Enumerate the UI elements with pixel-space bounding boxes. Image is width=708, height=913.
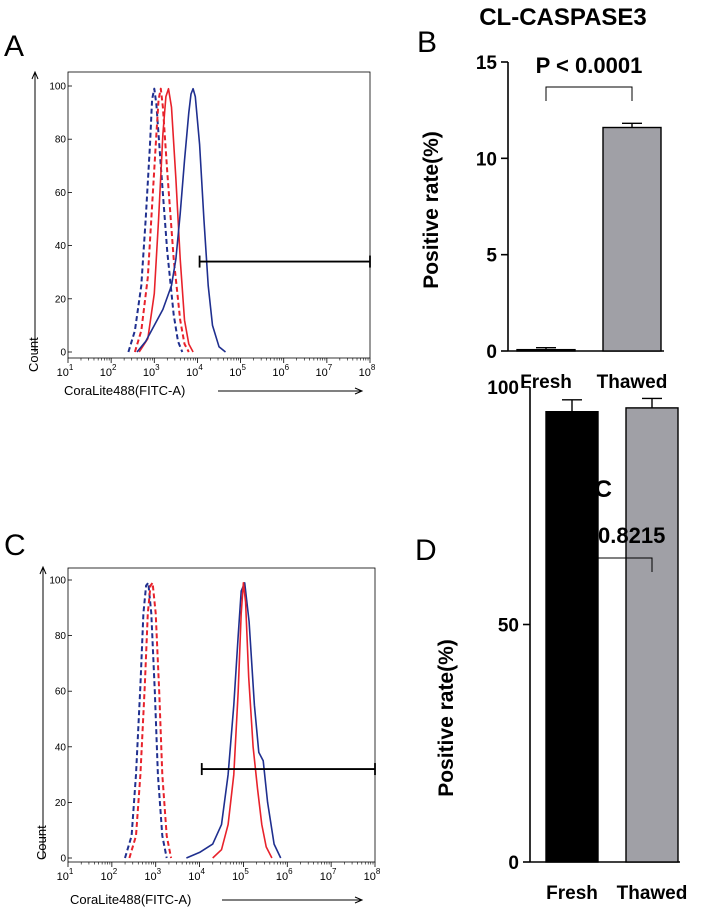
x-tick-label: 102 [100,363,117,379]
y-tick-label: 10 [476,149,497,170]
category-label: Thawed [597,372,668,393]
panel-letter-a: A [4,30,24,63]
significance-bracket [571,557,653,572]
bar-fresh [545,411,599,863]
dashed-blue-histogram [127,87,184,353]
x-tick-label: 101 [57,867,74,883]
y-axis-label: Positive rate(%) [435,639,458,797]
x-tick-label: 103 [143,363,160,379]
dashed-blue-histogram [124,581,168,859]
x-tick-label: 107 [316,363,333,379]
y-tick-label: 100 [487,378,519,399]
y-tick-label: 0 [60,348,66,359]
flow-histogram-a: Count 0 20 40 60 80 100 101 102 103 104 105 106 107 10… [26,70,376,398]
solid-red-histogram [138,87,194,353]
bar-fresh [516,348,576,352]
bar-chart-b: CL-CASPASE3 0 5 10 15 Positive rate(%) Fresh Th… [420,4,667,393]
x-tick-label: 106 [272,363,289,379]
x-tick-label: 103 [144,867,161,883]
chart-title: CL-CASPASE3 [479,4,647,31]
x-tick-label: 104 [188,867,205,883]
category-label: Fresh [546,883,598,904]
flow-histogram-c: Count 0 20 40 60 80 100 101 102 103 104 105 106 107 10… [34,565,381,907]
x-tick-label: 108 [364,867,381,883]
y-tick-label: 80 [55,631,67,642]
y-tick-label: 100 [49,82,66,93]
y-tick-label: 5 [486,246,497,267]
y-tick-label: 0 [486,342,497,363]
p-value-annotation: P = 0.8215 [559,523,666,548]
category-label: Fresh [520,372,572,393]
dashed-red-histogram [133,87,190,353]
y-axis-label: Count [26,337,41,372]
y-tick-label: 20 [55,294,67,305]
y-tick-label: 80 [55,135,67,146]
y-axis-arrowhead [39,565,47,575]
y-tick-label: 40 [55,742,67,753]
y-tick-label: 50 [498,616,519,637]
category-label: Thawed [617,883,688,904]
p-value-annotation: P < 0.0001 [536,53,643,78]
solid-blue-histogram [136,87,227,353]
x-tick-label: 104 [186,363,203,379]
y-tick-label: 100 [49,576,66,587]
x-axis-arrowhead [354,387,364,395]
bar-thawed [602,126,662,352]
plot-frame [67,71,371,359]
panel-letter-d: D [415,534,437,567]
x-axis-arrowhead [354,896,364,904]
y-axis-label: Positive rate(%) [420,131,443,289]
y-axis-label: Count [34,825,49,860]
x-tick-label: 106 [276,867,293,883]
bar-thawed [625,407,679,863]
x-tick-label: 105 [232,867,249,883]
x-tick-label: 101 [57,363,74,379]
y-axis-arrowhead [31,70,39,80]
y-tick-label: 0 [508,853,519,874]
y-tick-label: 60 [55,188,67,199]
y-tick-label: 20 [55,798,67,809]
x-axis-label: CoraLite488(FITC-A) [64,383,185,398]
y-tick-label: 0 [60,854,66,865]
significance-bracket [545,86,633,101]
y-tick-label: 60 [55,687,67,698]
plot-frame [67,567,376,863]
x-tick-label: 108 [359,363,376,379]
x-axis-label: CoraLite488(FITC-A) [70,892,191,907]
panel-letter-b: B [417,26,437,59]
x-tick-label: 105 [229,363,246,379]
panel-letter-c: C [4,529,26,562]
solid-red-histogram [212,581,273,859]
solid-blue-histogram [186,581,282,859]
dashed-red-histogram [128,581,173,859]
y-tick-label: 15 [476,53,498,74]
x-tick-label: 102 [101,867,118,883]
y-tick-label: 40 [55,241,67,252]
x-tick-label: 107 [320,867,337,883]
